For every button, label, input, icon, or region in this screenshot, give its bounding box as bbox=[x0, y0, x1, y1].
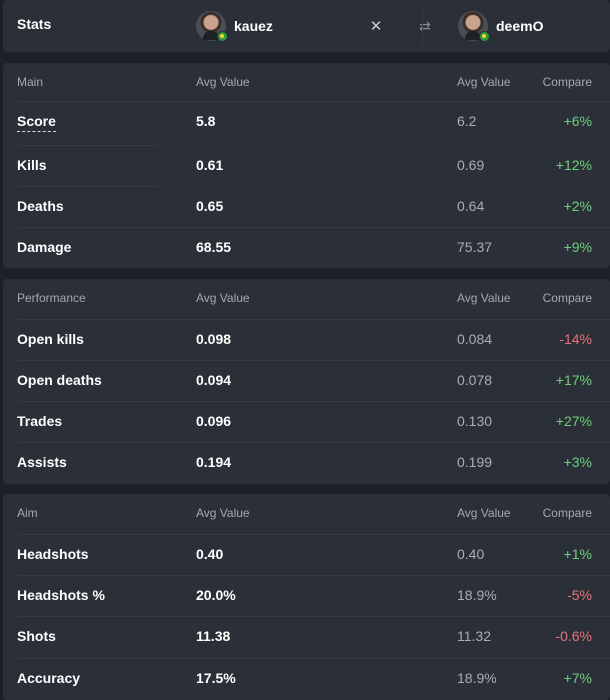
player-a-value: 0.096 bbox=[196, 413, 232, 429]
compare-value: -0.6% bbox=[555, 628, 592, 644]
swap-icon[interactable]: ⇄ bbox=[419, 17, 431, 34]
stat-label: Kills bbox=[17, 157, 47, 173]
stat-label: Accuracy bbox=[17, 670, 81, 686]
avg-value-a-header: Avg Value bbox=[196, 291, 250, 305]
stat-row-score: Score 5.8 6.2 +6% bbox=[3, 101, 610, 142]
stat-row-deaths: Deaths 0.65 0.64 +2% bbox=[3, 186, 610, 227]
compare-value: +27% bbox=[555, 413, 592, 429]
section-main: Main Avg Value Avg Value Compare Score 5… bbox=[3, 63, 610, 268]
player-b[interactable]: deemO bbox=[458, 10, 543, 42]
brazil-flag-icon bbox=[479, 31, 490, 42]
player-a-name[interactable]: kauez bbox=[234, 18, 273, 34]
avg-value-b-header: Avg Value bbox=[457, 506, 511, 520]
player-b-value: 0.078 bbox=[457, 372, 493, 388]
player-b-value: 0.64 bbox=[457, 198, 485, 214]
section-header: Performance Avg Value Avg Value Compare bbox=[3, 279, 610, 317]
player-b-value: 18.9% bbox=[457, 587, 497, 603]
player-b-value: 0.130 bbox=[457, 413, 493, 429]
player-b-value: 18.9% bbox=[457, 670, 497, 686]
stat-row-accuracy: Accuracy 17.5% 18.9% +7% bbox=[3, 658, 610, 699]
player-b-value: 75.37 bbox=[457, 239, 493, 255]
compare-value: +1% bbox=[563, 546, 592, 562]
player-a-value: 0.65 bbox=[196, 198, 224, 214]
brazil-flag-icon bbox=[217, 31, 228, 42]
compare-value: +17% bbox=[555, 372, 592, 388]
compare-value: -14% bbox=[559, 331, 592, 347]
player-a-value: 0.098 bbox=[196, 331, 232, 347]
player-a[interactable]: kauez bbox=[196, 10, 273, 42]
compare-header: Compare bbox=[542, 291, 592, 305]
stat-row-assists: Assists 0.194 0.199 +3% bbox=[3, 442, 610, 483]
compare-value: +12% bbox=[555, 157, 592, 173]
compare-value: -5% bbox=[567, 587, 592, 603]
player-b-value: 0.199 bbox=[457, 454, 493, 470]
compare-value: +9% bbox=[563, 239, 592, 255]
player-a-avatar bbox=[196, 11, 228, 42]
avg-value-b-header: Avg Value bbox=[457, 75, 511, 89]
stat-label[interactable]: Score bbox=[17, 113, 56, 132]
player-b-value: 0.40 bbox=[457, 546, 485, 562]
compare-value: +2% bbox=[563, 198, 592, 214]
stat-row-trades: Trades 0.096 0.130 +27% bbox=[3, 401, 610, 442]
avg-value-b-header: Avg Value bbox=[457, 291, 511, 305]
player-a-value: 0.194 bbox=[196, 454, 232, 470]
section-header: Main Avg Value Avg Value Compare bbox=[3, 63, 610, 101]
avg-value-a-header: Avg Value bbox=[196, 506, 250, 520]
stat-row-headshots-percent: Headshots % 20.0% 18.9% -5% bbox=[3, 575, 610, 616]
stat-label: Assists bbox=[17, 454, 67, 470]
stat-row-kills: Kills 0.61 0.69 +12% bbox=[3, 145, 610, 186]
stat-label: Headshots bbox=[17, 546, 89, 562]
player-b-value: 0.084 bbox=[457, 331, 493, 347]
stat-label: Shots bbox=[17, 628, 56, 644]
stat-row-damage: Damage 68.55 75.37 +9% bbox=[3, 227, 610, 268]
stat-label: Open kills bbox=[17, 331, 84, 347]
player-b-value: 0.69 bbox=[457, 157, 485, 173]
player-b-avatar bbox=[458, 11, 490, 42]
stat-label: Headshots % bbox=[17, 587, 105, 603]
close-icon[interactable]: ✕ bbox=[369, 18, 383, 35]
player-a-value: 0.40 bbox=[196, 546, 224, 562]
stat-label: Deaths bbox=[17, 198, 64, 214]
player-a-value: 0.094 bbox=[196, 372, 232, 388]
compare-header: Compare bbox=[542, 506, 592, 520]
stat-row-shots: Shots 11.38 11.32 -0.6% bbox=[3, 616, 610, 657]
player-a-value: 68.55 bbox=[196, 239, 232, 255]
player-a-value: 11.38 bbox=[196, 628, 231, 644]
player-b-value: 11.32 bbox=[457, 628, 491, 644]
player-b-name[interactable]: deemO bbox=[496, 18, 544, 34]
avg-value-a-header: Avg Value bbox=[196, 75, 250, 89]
section-performance: Performance Avg Value Avg Value Compare … bbox=[3, 279, 610, 484]
section-aim: Aim Avg Value Avg Value Compare Headshot… bbox=[3, 494, 610, 700]
compare-header: Stats kauez ✕ ⇄ deemO bbox=[3, 0, 610, 52]
player-a-value: 20.0% bbox=[196, 587, 236, 603]
player-a-value: 5.8 bbox=[196, 113, 216, 129]
stats-title: Stats bbox=[17, 16, 52, 32]
compare-header: Compare bbox=[542, 75, 592, 89]
section-title: Aim bbox=[17, 506, 38, 520]
stat-row-open-deaths: Open deaths 0.094 0.078 +17% bbox=[3, 360, 610, 401]
stat-row-open-kills: Open kills 0.098 0.084 -14% bbox=[3, 319, 610, 360]
player-a-value: 0.61 bbox=[196, 157, 224, 173]
header-divider bbox=[422, 6, 423, 46]
player-b-value: 6.2 bbox=[457, 113, 477, 129]
section-title: Main bbox=[17, 75, 44, 89]
stat-label: Damage bbox=[17, 239, 72, 255]
player-a-value: 17.5% bbox=[196, 670, 236, 686]
stat-label: Open deaths bbox=[17, 372, 102, 388]
section-header: Aim Avg Value Avg Value Compare bbox=[3, 494, 610, 532]
stat-label: Trades bbox=[17, 413, 63, 429]
stat-row-headshots: Headshots 0.40 0.40 +1% bbox=[3, 534, 610, 575]
compare-value: +3% bbox=[563, 454, 592, 470]
section-title: Performance bbox=[17, 291, 86, 305]
compare-value: +6% bbox=[563, 113, 592, 129]
compare-value: +7% bbox=[563, 670, 592, 686]
